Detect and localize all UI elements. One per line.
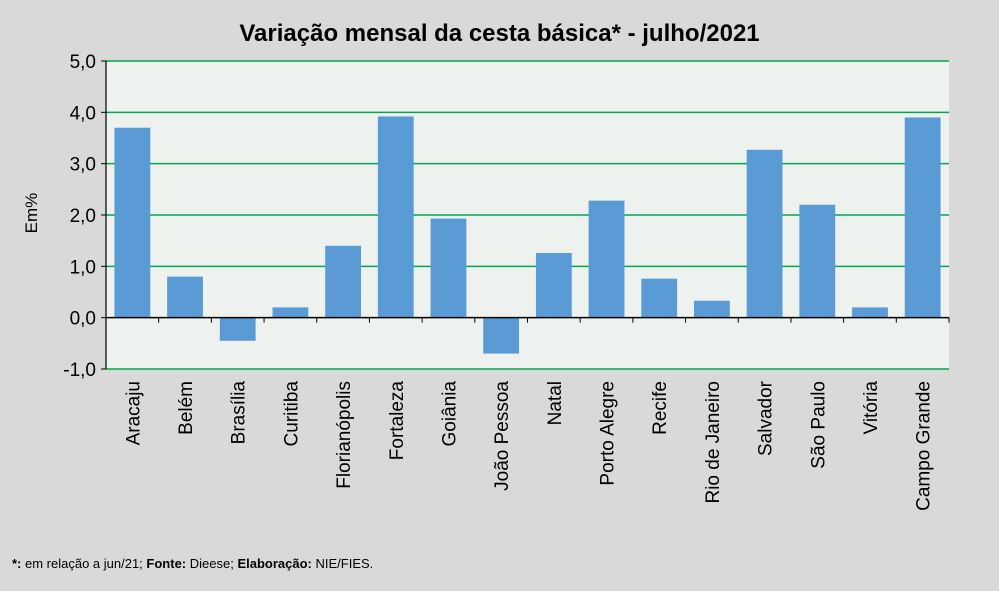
x-tick-label: Brasília bbox=[229, 381, 250, 445]
x-tick-label: São Paulo bbox=[808, 381, 829, 469]
x-tick-label: Porto Alegre bbox=[598, 381, 619, 486]
bar bbox=[799, 204, 836, 318]
chart-title: Variação mensal da cesta básica* - julho… bbox=[239, 20, 760, 47]
x-tick-label: João Pessoa bbox=[492, 381, 513, 491]
x-tick-label: Florianópolis bbox=[334, 381, 355, 489]
y-tick-label: 3,0 bbox=[70, 155, 96, 176]
footnote-star-text: em relação a jun/21; bbox=[21, 556, 147, 571]
footnote-credit-text: NIE/FIES. bbox=[311, 556, 374, 571]
x-tick-label: Natal bbox=[545, 381, 566, 425]
y-tick-label: 4,0 bbox=[70, 103, 96, 124]
bar bbox=[535, 252, 572, 318]
bar bbox=[852, 307, 888, 318]
y-tick-label: 2,0 bbox=[70, 206, 96, 227]
x-tick-label: Goiânia bbox=[439, 381, 460, 447]
bar bbox=[430, 218, 467, 318]
bar bbox=[588, 200, 625, 318]
bar bbox=[746, 149, 783, 318]
bar bbox=[483, 317, 520, 354]
y-tick-label: 5,0 bbox=[70, 52, 96, 73]
bar bbox=[272, 307, 309, 318]
y-tick-label: 0,0 bbox=[70, 309, 96, 330]
bar bbox=[114, 127, 151, 318]
bar bbox=[904, 117, 941, 318]
footnote: *: em relação a jun/21; Fonte: Dieese; E… bbox=[12, 556, 373, 571]
x-tick-label: Curitiba bbox=[281, 381, 302, 447]
bar bbox=[325, 245, 362, 318]
bar bbox=[693, 300, 730, 318]
bar bbox=[377, 116, 414, 318]
y-tick-label: 1,0 bbox=[70, 257, 96, 278]
footnote-star-label: *: bbox=[12, 556, 22, 571]
y-tick-label: -1,0 bbox=[63, 360, 96, 381]
x-tick-label: Salvador bbox=[756, 380, 777, 456]
footnote-source-text: Dieese; bbox=[186, 556, 238, 571]
y-axis-title: Em% bbox=[22, 193, 41, 234]
x-tick-label: Rio de Janeiro bbox=[703, 381, 724, 504]
x-tick-label: Vitória bbox=[861, 381, 882, 435]
bar bbox=[219, 317, 256, 341]
footnote-credit-label: Elaboração: bbox=[237, 556, 312, 571]
bar bbox=[641, 278, 678, 318]
x-tick-label: Campo Grande bbox=[914, 381, 935, 511]
footnote-source-label: Fonte: bbox=[146, 556, 187, 571]
x-tick-label: Recife bbox=[650, 381, 671, 435]
x-tick-label: Aracaju bbox=[123, 381, 144, 445]
x-tick-label: Belém bbox=[176, 381, 197, 435]
x-tick-label: Fortaleza bbox=[387, 381, 408, 461]
bar bbox=[167, 276, 203, 318]
